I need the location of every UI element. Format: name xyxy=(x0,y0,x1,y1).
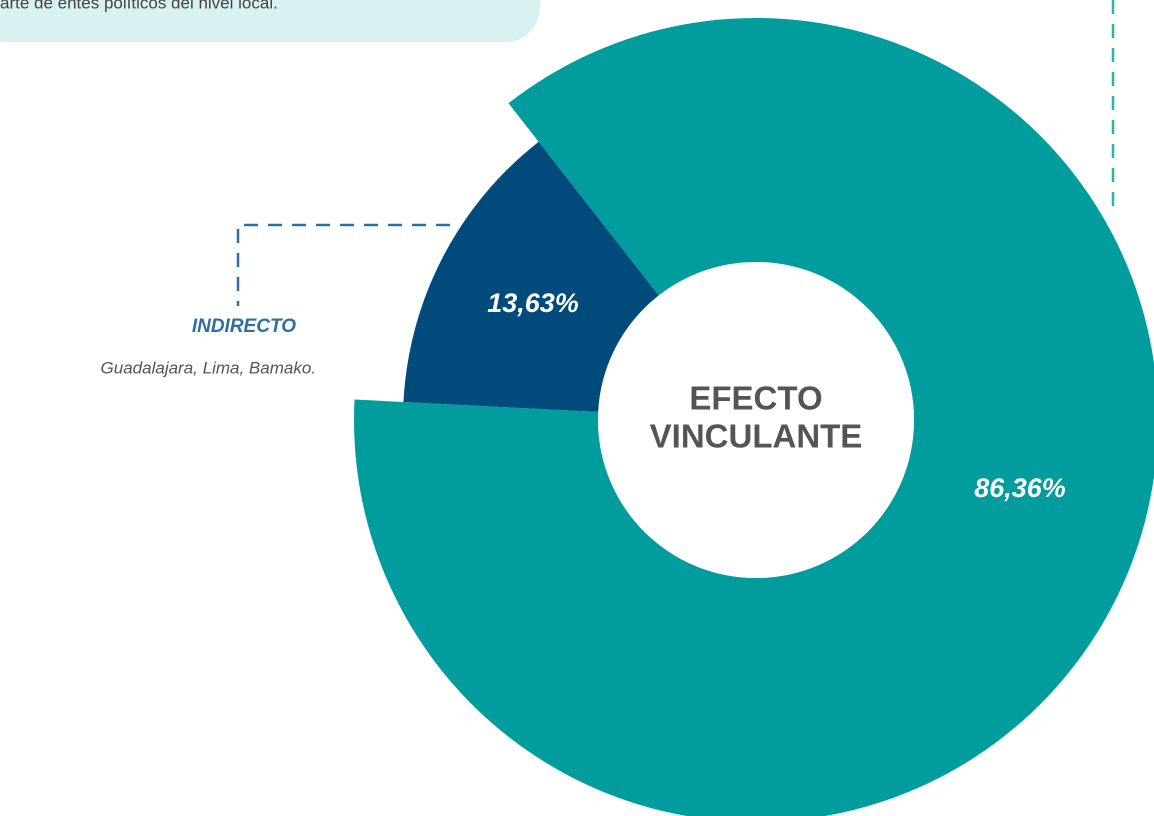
note-box xyxy=(0,0,540,42)
center-hole xyxy=(598,262,914,578)
category-label: INDIRECTO xyxy=(192,316,296,337)
center-label: VINCULANTE xyxy=(650,418,863,455)
value-label: 86,36% xyxy=(974,473,1066,503)
center-label: EFECTO xyxy=(689,380,822,417)
segment xyxy=(354,18,1154,816)
segment xyxy=(403,141,659,412)
annotation: Guadalajara, Lima, Bamako. xyxy=(101,358,316,377)
value-label: 13,63% xyxy=(487,288,579,318)
connector xyxy=(236,223,450,306)
note-text: arte de entes políticos del nivel local. xyxy=(0,0,278,12)
